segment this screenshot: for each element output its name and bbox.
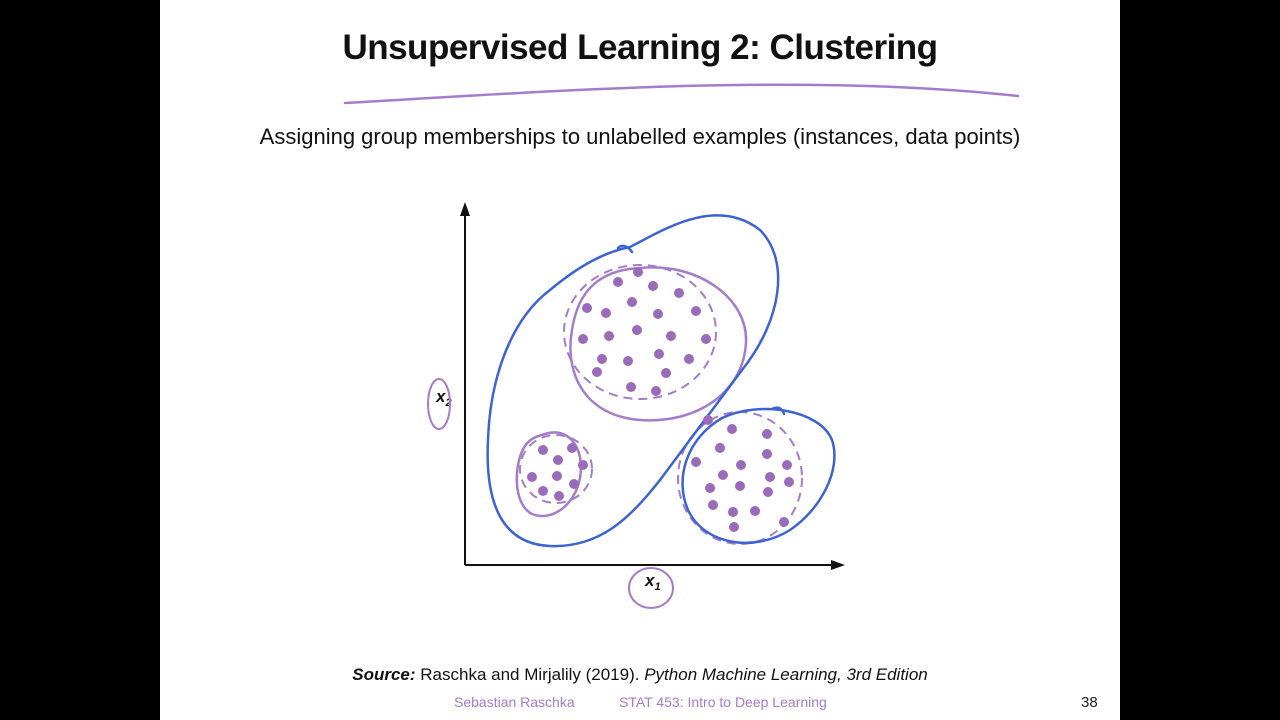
data-point bbox=[691, 457, 701, 467]
data-point bbox=[567, 443, 577, 453]
data-point bbox=[592, 367, 602, 377]
data-point bbox=[604, 331, 614, 341]
source-label: Source: bbox=[352, 665, 416, 684]
data-point bbox=[654, 349, 664, 359]
data-point bbox=[661, 368, 671, 378]
data-point bbox=[727, 424, 737, 434]
title-underline bbox=[343, 83, 1020, 105]
source-citation: Source: Raschka and Mirjalily (2019). Py… bbox=[160, 665, 1120, 685]
data-point bbox=[762, 429, 772, 439]
data-point bbox=[784, 477, 794, 487]
data-point bbox=[538, 486, 548, 496]
data-point bbox=[674, 288, 684, 298]
blue-grouping-annotations bbox=[486, 214, 836, 548]
data-point bbox=[666, 331, 676, 341]
svg-text:x1: x1 bbox=[644, 571, 661, 593]
x-axis-label: x1 bbox=[644, 571, 661, 593]
slide-subtitle: Assigning group memberships to unlabelle… bbox=[259, 124, 1021, 149]
footer-course: STAT 453: Intro to Deep Learning bbox=[619, 694, 827, 710]
data-point bbox=[538, 445, 548, 455]
data-point bbox=[554, 491, 564, 501]
data-point bbox=[601, 308, 611, 318]
data-point bbox=[691, 306, 701, 316]
dashed-cluster-outlines bbox=[519, 264, 803, 545]
data-point bbox=[552, 471, 562, 481]
data-point bbox=[701, 334, 711, 344]
data-point bbox=[653, 309, 663, 319]
source-book: Python Machine Learning, 3rd Edition bbox=[644, 665, 928, 684]
page-number: 38 bbox=[1081, 694, 1098, 711]
data-point bbox=[750, 506, 760, 516]
data-point bbox=[708, 500, 718, 510]
cluster-figure: x1 x2 bbox=[343, 83, 1020, 609]
data-point bbox=[578, 460, 588, 470]
footer-author: Sebastian Raschka bbox=[454, 694, 575, 710]
data-point bbox=[715, 443, 725, 453]
svg-text:x2: x2 bbox=[435, 387, 452, 409]
data-point bbox=[623, 356, 633, 366]
data-point bbox=[728, 507, 738, 517]
data-point bbox=[597, 354, 607, 364]
data-point bbox=[718, 470, 728, 480]
data-point bbox=[736, 460, 746, 470]
data-point bbox=[648, 281, 658, 291]
y-axis-label: x2 bbox=[435, 387, 452, 409]
data-point bbox=[582, 303, 592, 313]
data-point bbox=[684, 354, 694, 364]
x-label-circle bbox=[628, 567, 674, 609]
slide: Unsupervised Learning 2: Clustering x1 x… bbox=[160, 0, 1120, 720]
data-point bbox=[578, 334, 588, 344]
source-authors: Raschka and Mirjalily (2019). bbox=[420, 665, 640, 684]
data-point bbox=[627, 297, 637, 307]
axes bbox=[460, 202, 845, 570]
data-point bbox=[779, 517, 789, 527]
data-point bbox=[703, 415, 713, 425]
data-point bbox=[569, 479, 579, 489]
data-point bbox=[729, 522, 739, 532]
data-point bbox=[626, 382, 636, 392]
data-point bbox=[765, 472, 775, 482]
data-points bbox=[527, 267, 794, 532]
data-point bbox=[633, 267, 643, 277]
data-point bbox=[632, 325, 642, 335]
data-point bbox=[553, 455, 563, 465]
data-point bbox=[782, 460, 792, 470]
data-point bbox=[762, 449, 772, 459]
data-point bbox=[613, 277, 623, 287]
data-point bbox=[705, 483, 715, 493]
data-point bbox=[527, 472, 537, 482]
y-label-circle bbox=[427, 378, 451, 430]
data-point bbox=[763, 487, 773, 497]
purple-cluster-annotations bbox=[515, 266, 748, 518]
slide-title: Unsupervised Learning 2: Clustering bbox=[342, 28, 938, 67]
data-point bbox=[651, 386, 661, 396]
data-point bbox=[735, 481, 745, 491]
